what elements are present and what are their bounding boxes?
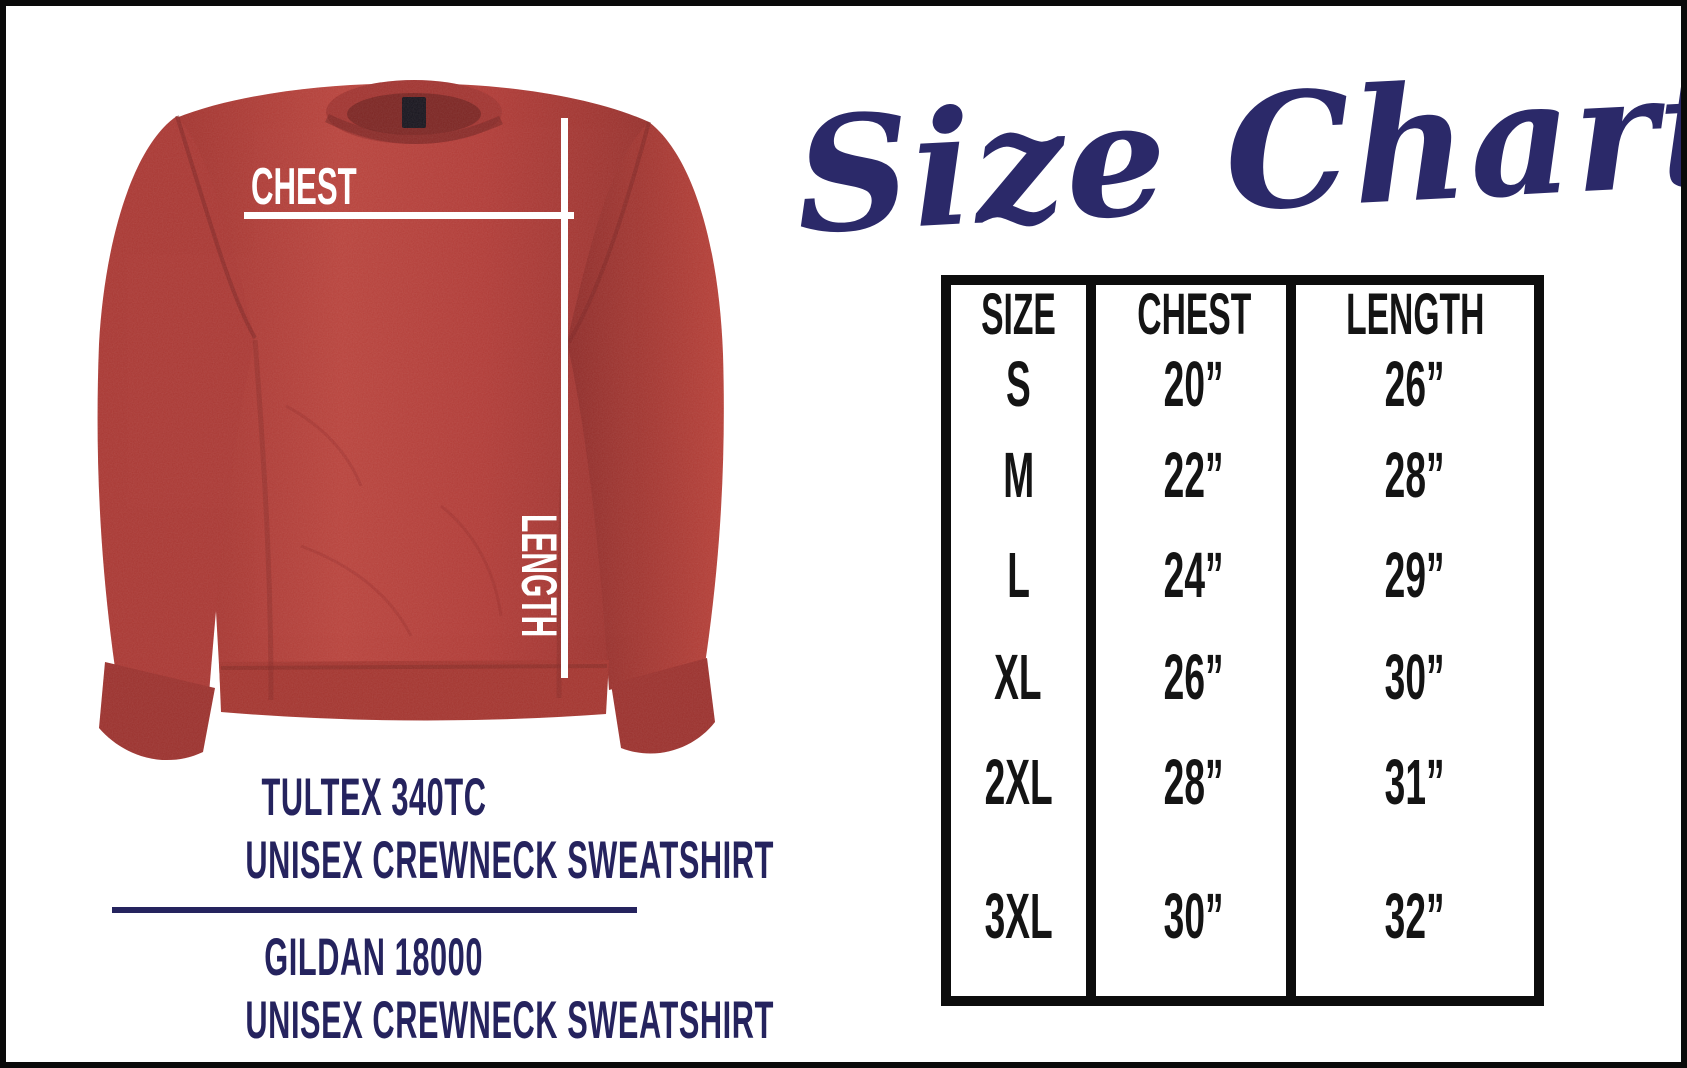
table-cell-length: 30” bbox=[1384, 640, 1445, 713]
table-cell-size: 3XL bbox=[984, 880, 1053, 952]
column-header-size: SIZE bbox=[980, 281, 1056, 347]
length-measure-label: LENGTH bbox=[511, 514, 567, 637]
divider-line bbox=[111, 907, 637, 913]
table-cell-length: 29” bbox=[1384, 539, 1445, 611]
size-table: SIZE S M L XL 2XL 3XL CHEST 20” 22” 24” … bbox=[941, 275, 1544, 1006]
table-cell-chest: 30” bbox=[1163, 880, 1224, 952]
column-header-chest: CHEST bbox=[1136, 281, 1251, 347]
chest-measure-label: CHEST bbox=[251, 158, 357, 216]
sweatshirt-photo: CHEST LENGTH bbox=[97, 80, 724, 761]
table-cell-length: 28” bbox=[1384, 439, 1445, 511]
table-cell-size: L bbox=[1006, 539, 1030, 611]
table-cell-size: S bbox=[1005, 348, 1031, 420]
length-measure-line bbox=[561, 118, 568, 678]
table-cell-length: 32” bbox=[1384, 880, 1445, 952]
chest-measure-line bbox=[244, 212, 574, 219]
table-cell-chest: 24” bbox=[1163, 539, 1224, 611]
product-desc-gildan: UNISEX CREWNECK SWEATSHIRT bbox=[245, 991, 774, 1050]
table-cell-chest: 26” bbox=[1163, 640, 1224, 713]
sweatshirt-body bbox=[97, 80, 724, 761]
size-table-column-chest: CHEST 20” 22” 24” 26” 28” 30” bbox=[1085, 281, 1296, 996]
table-cell-chest: 22” bbox=[1163, 439, 1224, 511]
table-cell-chest: 28” bbox=[1163, 746, 1224, 818]
table-cell-size: 2XL bbox=[984, 746, 1053, 818]
column-header-length: LENGTH bbox=[1345, 281, 1484, 347]
product-name-gildan: GILDAN 18000 bbox=[264, 928, 484, 987]
product-desc-tultex: UNISEX CREWNECK SWEATSHIRT bbox=[245, 831, 774, 890]
table-cell-size: M bbox=[1002, 439, 1034, 511]
size-table-column-length: LENGTH 26” 28” 29” 30” 31” 32” bbox=[1296, 281, 1534, 996]
table-cell-length: 31” bbox=[1384, 746, 1445, 818]
size-chart-title: Size Chart bbox=[791, 36, 1687, 271]
product-name-tultex: TULTEX 340TC bbox=[261, 768, 487, 827]
size-table-column-size: SIZE S M L XL 2XL 3XL bbox=[951, 281, 1086, 996]
table-cell-chest: 20” bbox=[1163, 348, 1224, 420]
table-cell-length: 26” bbox=[1384, 348, 1445, 420]
table-cell-size: XL bbox=[994, 640, 1042, 713]
product-info-block: TULTEX 340TC UNISEX CREWNECK SWEATSHIRT … bbox=[54, 766, 774, 1052]
measurement-overlay: CHEST LENGTH bbox=[244, 118, 574, 678]
